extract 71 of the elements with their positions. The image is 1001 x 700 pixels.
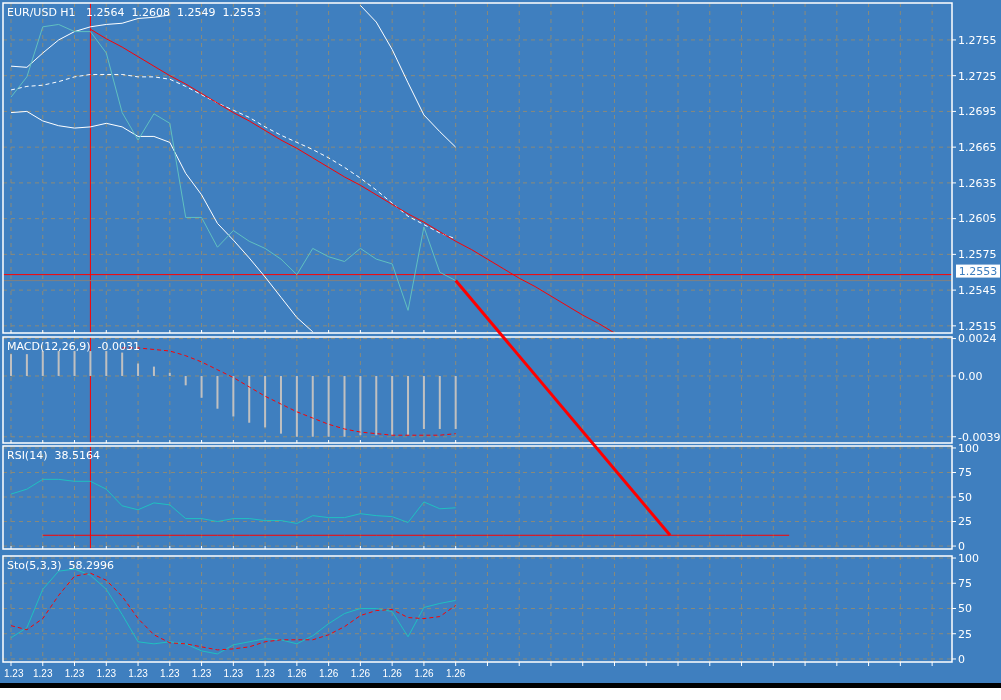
bar	[438, 375, 441, 429]
y-tick-label: 25	[958, 515, 972, 529]
bar	[73, 351, 76, 376]
x-tick-label: 1.26	[414, 668, 435, 679]
x-tick-label: 1.26	[445, 668, 466, 679]
line-series	[10, 478, 457, 524]
bar	[121, 352, 124, 376]
x-tick-label: 1.26	[382, 668, 403, 679]
ref-line-label: 1.2553	[958, 264, 998, 278]
y-tick-label: -0.0039	[958, 430, 1001, 444]
bar	[311, 375, 314, 437]
y-tick-label: 100	[958, 551, 979, 565]
bar	[279, 375, 282, 434]
x-tick-label: 1.23	[4, 668, 24, 679]
bar	[359, 375, 362, 436]
x-tick-label: 1.26	[287, 668, 308, 679]
y-tick-label: 1.2575	[958, 248, 997, 262]
x-tick-label: 1.23	[128, 668, 149, 679]
chart-title: MACD(12,26,9) -0.0031	[7, 340, 140, 353]
x-tick-label: 1.23	[64, 668, 85, 679]
y-tick-label: 50	[958, 490, 972, 504]
x-tick-label: 1.23	[255, 668, 276, 679]
bar	[89, 351, 92, 376]
x-tick-label: 1.26	[350, 668, 371, 679]
bar	[168, 372, 171, 376]
bar	[137, 363, 140, 376]
x-tick-label: 1.23	[33, 668, 53, 679]
y-tick-label: 1.2755	[958, 33, 997, 47]
bar	[454, 375, 457, 429]
y-tick-label: 1.2515	[958, 319, 997, 333]
y-tick-label: 25	[958, 627, 972, 641]
bar	[327, 375, 330, 437]
line-series	[10, 23, 457, 311]
bar	[57, 351, 60, 376]
x-tick-label: 1.26	[318, 668, 339, 679]
y-tick-label: 75	[958, 466, 972, 480]
bar	[41, 351, 44, 376]
bar	[295, 375, 298, 437]
y-tick-label: 50	[958, 602, 972, 616]
y-tick-label: 1.2545	[958, 283, 997, 297]
bar	[422, 375, 425, 429]
bar	[343, 375, 346, 437]
y-tick-label: 1.2665	[958, 141, 997, 154]
y-tick-label: 0.00	[958, 369, 983, 383]
x-tick-label: 1.23	[160, 668, 180, 679]
y-tick-label: 0.0024	[958, 332, 997, 346]
bar	[264, 375, 267, 428]
y-tick-label: 0	[958, 652, 965, 666]
y-tick-label: 1.2605	[958, 212, 997, 226]
x-tick-label: 1.23	[96, 668, 117, 679]
bar	[248, 375, 251, 423]
y-tick-label: 1.2635	[958, 176, 997, 190]
y-tick-label: 0	[958, 539, 965, 553]
bar	[105, 351, 108, 376]
bar	[375, 375, 378, 436]
bar	[200, 375, 203, 398]
y-tick-label: 1.2725	[958, 69, 997, 83]
bar	[25, 354, 28, 376]
bar	[184, 375, 187, 386]
y-tick-label: 75	[958, 577, 972, 591]
x-tick-label: 1.23	[223, 668, 244, 679]
bar	[152, 366, 155, 376]
bar	[407, 375, 410, 436]
bar	[216, 375, 219, 409]
chart-title: Sto(5,3,3) 58.2996	[7, 559, 115, 572]
bar	[10, 354, 12, 376]
y-tick-label: 100	[958, 441, 979, 455]
bar	[391, 375, 394, 436]
bar	[232, 375, 235, 417]
x-tick-label: 1.23	[191, 668, 212, 679]
y-tick-label: 1.2695	[958, 105, 997, 119]
